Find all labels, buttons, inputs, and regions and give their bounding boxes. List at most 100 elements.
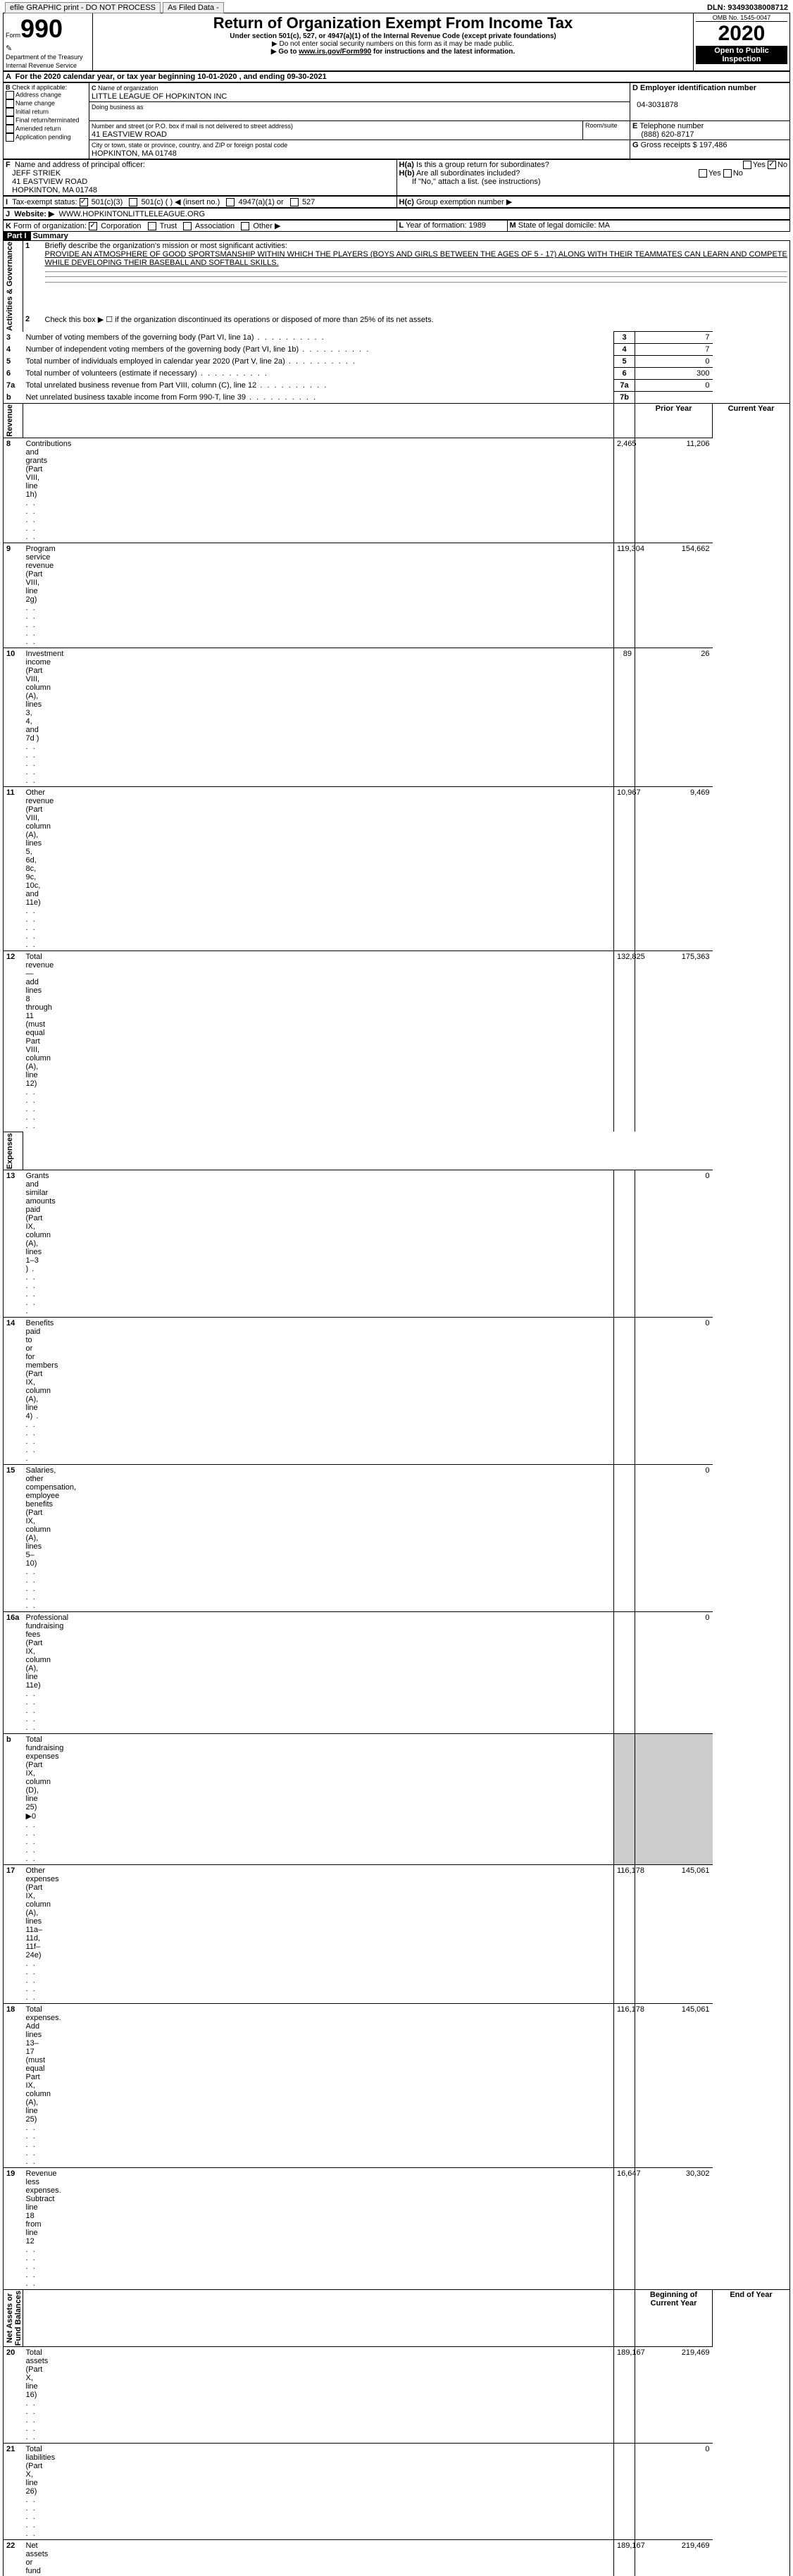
cb-final[interactable] (6, 116, 14, 125)
cb-amended[interactable] (6, 125, 14, 133)
f-label: Name and address of principal officer: (15, 161, 145, 169)
sub3a: ▶ Go to (271, 48, 299, 56)
b4: Amended return (15, 125, 61, 132)
hb-no[interactable] (723, 169, 732, 178)
k2: Association (195, 222, 235, 230)
k3: Other ▶ (253, 222, 280, 230)
n2: No (733, 169, 743, 178)
i-label: Tax-exempt status: (12, 198, 77, 206)
k1: Trust (160, 222, 177, 230)
hb-note: If "No," attach a list. (see instruction… (412, 178, 541, 186)
b1: Name change (15, 99, 55, 106)
addr-label: Number and street (or P.O. box if mail i… (92, 123, 293, 130)
identity-block: B Check if applicable: Address change Na… (3, 82, 790, 159)
cb-pending[interactable] (6, 133, 14, 142)
domicile: MA (598, 221, 610, 230)
year-formed: 1989 (469, 221, 486, 230)
gross-receipts: 197,486 (699, 141, 728, 149)
efile-btn[interactable]: efile GRAPHIC print - DO NOT PROCESS (5, 2, 161, 13)
form-title: Return of Organization Exempt From Incom… (95, 14, 691, 32)
hc: Group exemption number ▶ (416, 198, 512, 206)
side-rev: Revenue (6, 404, 14, 437)
form-990: 990 (20, 14, 63, 43)
k0: Corporation (101, 222, 141, 230)
j-block: J Website: ▶ WWW.HOPKINTONLITTLELEAGUE.O… (3, 208, 790, 220)
fh-block: F Name and address of principal officer:… (3, 159, 790, 196)
sub2: ▶ Do not enter social security numbers o… (95, 40, 691, 48)
sub3b: for instructions and the latest informat… (371, 48, 515, 56)
cb-4947[interactable] (226, 198, 235, 206)
cb-527[interactable] (290, 198, 299, 206)
y1: Yes (753, 161, 766, 169)
k-label: Form of organization: (13, 222, 87, 230)
cb-other[interactable] (241, 222, 249, 230)
side-net: Net Assets or Fund Balances (6, 2291, 23, 2346)
q2: Check this box ▶ ☐ if the organization d… (43, 314, 790, 331)
org-name: LITTLE LEAGUE OF HOPKINTON INC (92, 92, 227, 101)
py-head: Prior Year (635, 404, 713, 438)
dln-label: DLN: (707, 4, 725, 12)
b0: Address change (15, 91, 61, 98)
sub1: Under section 501(c), 527, or 4947(a)(1)… (95, 32, 691, 40)
l-label: Year of formation: (406, 221, 466, 230)
side-gov: Activities & Governance (6, 242, 14, 331)
dba-label: Doing business as (92, 104, 144, 111)
room-label: Room/suite (583, 121, 630, 140)
website[interactable]: WWW.HOPKINTONLITTLELEAGUE.ORG (59, 210, 206, 218)
side-exp: Expenses (6, 1133, 14, 1169)
ha-yes[interactable] (743, 161, 751, 169)
city: HOPKINTON, MA 01748 (92, 149, 177, 158)
d-label: Employer identification number (640, 84, 756, 92)
dln: 93493038008712 (728, 4, 788, 12)
j-label: Website: ▶ (14, 210, 54, 218)
cb-addr-change[interactable] (6, 91, 14, 99)
hb: Are all subordinates included? (416, 169, 520, 178)
top-bar: efile GRAPHIC print - DO NOT PROCESS As … (3, 3, 790, 13)
phone: (888) 620-8717 (641, 130, 694, 139)
b2: Initial return (15, 108, 49, 115)
c-label: Name of organization (98, 85, 158, 92)
line-a: A For the 2020 calendar year, or tax yea… (3, 71, 790, 82)
omb: OMB No. 1545-0047 (696, 14, 787, 22)
e-label: Telephone number (639, 122, 704, 130)
i-block: I Tax-exempt status: 501(c)(3) 501(c) ( … (3, 196, 790, 208)
irs-logo-glyph: ✎ (6, 44, 12, 53)
n1: No (778, 161, 787, 169)
part1-title: Summary (33, 232, 68, 240)
cb-assoc[interactable] (183, 222, 192, 230)
i1: 501(c)(3) (92, 198, 123, 206)
asfiled-btn[interactable]: As Filed Data - (163, 2, 224, 13)
officer-addr2: HOPKINTON, MA 01748 (12, 186, 97, 194)
cb-501c[interactable] (129, 198, 137, 206)
i4: 527 (302, 198, 315, 206)
hb-yes[interactable] (699, 169, 707, 178)
cb-initial[interactable] (6, 108, 14, 116)
cb-501c3[interactable] (80, 198, 88, 206)
b5: Application pending (15, 133, 71, 140)
tax-year: 2020 (696, 22, 787, 46)
eoy-head: End of Year (713, 2289, 790, 2346)
m-label: State of legal domicile: (518, 221, 597, 230)
klm-block: K Form of organization: Corporation Trus… (3, 220, 790, 232)
officer-name: JEFF STRIEK (12, 169, 61, 178)
form-prefix: Form (6, 32, 20, 39)
open-to-public: Open to Public Inspection (696, 46, 787, 64)
street: 41 EASTVIEW ROAD (92, 130, 167, 139)
ein: 04-3031878 (637, 101, 678, 109)
i2: 501(c) ( ) ◀ (insert no.) (142, 198, 220, 206)
i3: 4947(a)(1) or (239, 198, 284, 206)
irs-link[interactable]: www.irs.gov/Form990 (299, 48, 371, 56)
summary-table: Activities & Governance 1Briefly describ… (3, 240, 790, 2576)
ha-no[interactable] (768, 161, 776, 169)
mission: PROVIDE AN ATMOSPHERE OF GOOD SPORTSMANS… (45, 250, 787, 267)
officer-addr1: 41 EASTVIEW ROAD (12, 178, 87, 186)
cy-head: Current Year (713, 404, 790, 438)
q1-label: Briefly describe the organization's miss… (45, 242, 287, 250)
cb-corp[interactable] (89, 222, 97, 230)
city-label: City or town, state or province, country… (92, 142, 287, 149)
part1-label: Part I (3, 231, 31, 241)
g-label: Gross receipts $ (641, 141, 697, 149)
cb-name-change[interactable] (6, 99, 14, 108)
cb-trust[interactable] (148, 222, 156, 230)
y2: Yes (708, 169, 721, 178)
